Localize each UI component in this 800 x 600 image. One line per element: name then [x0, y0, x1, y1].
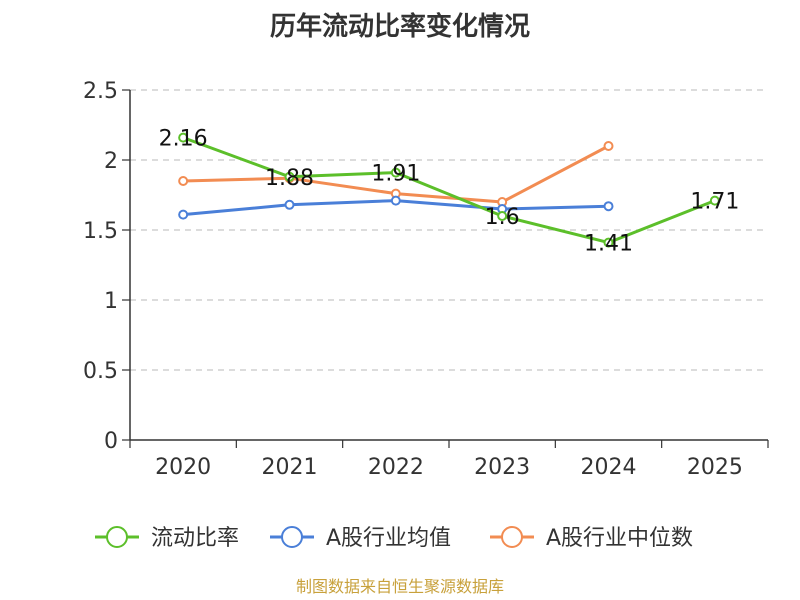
legend-label-2: A股行业中位数 [546, 526, 693, 551]
y-tick-label-5: 2.5 [83, 79, 118, 104]
axes: 0 0.5 1 1.5 2 2.5 2020 2021 2022 2023 2024 2025 [83, 79, 769, 480]
data-label-2021: 1.88 [265, 166, 314, 191]
y-tick-label-0: 0 [104, 429, 118, 454]
x-tick-label-2020: 2020 [155, 455, 211, 480]
series-0-point-2020 [178, 132, 189, 143]
series-1-point-2024 [603, 201, 614, 212]
series-group [178, 132, 720, 248]
x-tick-label-2022: 2022 [368, 455, 424, 480]
y-tick-label-1: 0.5 [83, 359, 118, 384]
series-0-point-2023 [497, 211, 508, 221]
y-tick-label-4: 2 [104, 149, 118, 174]
x-tick-label-2023: 2023 [474, 455, 530, 480]
series-1-point-2020 [178, 209, 189, 220]
series-2-point-2024 [603, 141, 614, 151]
legend-marker-0 [106, 526, 128, 548]
series-1-point-2021 [284, 199, 295, 210]
series-1-point-2022 [390, 195, 401, 206]
data-label-2024: 1.41 [584, 232, 633, 257]
y-tick-label-2: 1 [104, 289, 118, 314]
data-label-2025: 1.71 [690, 190, 739, 215]
data-label-2023: 1.6 [485, 205, 520, 230]
legend-label-1: A股行业均值 [326, 526, 451, 551]
source-note: 制图数据来自恒生聚源数据库 [296, 577, 504, 596]
series-0-point-2024 [603, 237, 614, 248]
series-0-point-2021 [284, 171, 295, 182]
x-tick-label-2025: 2025 [687, 455, 743, 480]
x-tick-label-2021: 2021 [262, 455, 318, 480]
series-2-point-2020 [178, 176, 189, 186]
gridlines [130, 89, 768, 371]
data-label-2020: 2.16 [159, 127, 208, 152]
legend-marker-1 [281, 526, 303, 548]
x-tick-label-2024: 2024 [581, 455, 637, 480]
legend-label-0: 流动比率 [151, 526, 239, 551]
legend-marker-2 [501, 526, 523, 548]
series-0-point-2025 [709, 195, 720, 206]
y-tick-label-3: 1.5 [83, 219, 118, 244]
chart-title: 历年流动比率变化情况 [270, 11, 530, 42]
series-0-point-2022 [390, 167, 401, 178]
data-label-2022: 1.91 [371, 162, 420, 187]
legend: 流动比率 A股行业均值 A股行业中位数 [95, 526, 693, 551]
data-labels: 2.16 1.88 1.91 1.6 1.41 1.71 [159, 127, 740, 257]
series-line-0 [182, 136, 716, 245]
